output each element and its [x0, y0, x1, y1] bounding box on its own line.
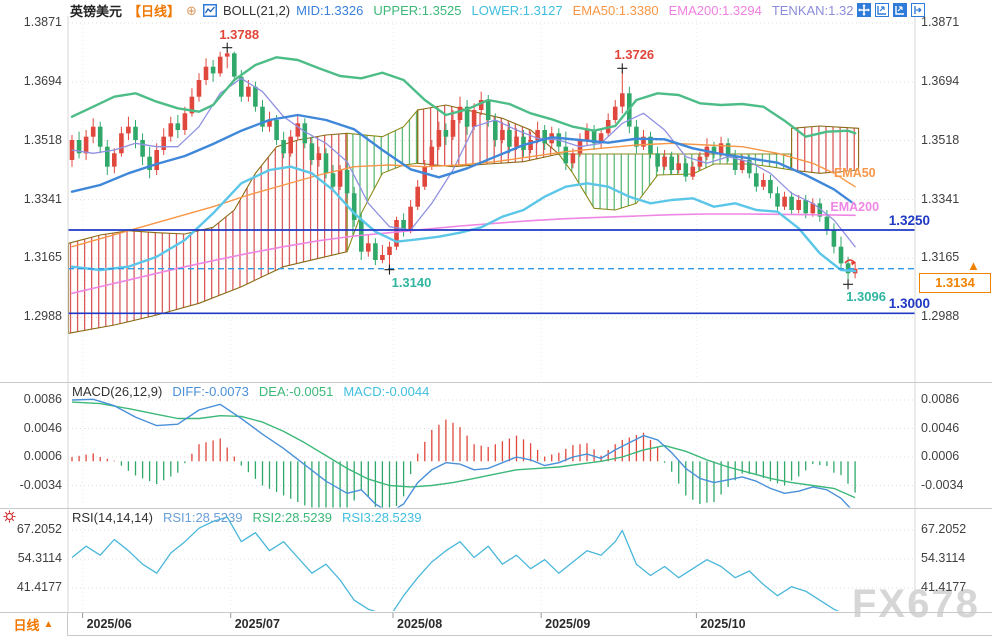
indicator-chart-icon[interactable] [202, 4, 217, 17]
macd-value: DEA:-0.0051 [258, 384, 334, 399]
current-price-box: 1.3134 [919, 273, 991, 293]
period-label: 日线 [13, 618, 40, 633]
add-indicator-icon[interactable]: ⊕ [186, 2, 197, 18]
shift-right-icon[interactable] [911, 3, 925, 17]
rsi-value: RSI1:28.5239 [162, 510, 243, 525]
indicator-value: EMA200:1.3294 [668, 3, 762, 18]
indicator-value: EMA50:1.3380 [572, 3, 659, 18]
indicator-values: MID:1.3326 UPPER:1.3525 LOWER:1.3127 EMA50:… [296, 3, 853, 18]
main-header: 英镑美元 【日线】 ⊕ BOLL(21,2) MID:1.3326 UPPER:1.… [70, 1, 853, 20]
period-triangle-icon: ▲ [43, 619, 54, 630]
rsi-value: RSI2:28.5239 [252, 510, 332, 525]
chart-toolbar [857, 3, 925, 17]
rsi-study-name: RSI(14,14,14) [72, 510, 153, 525]
fit-horizontal-icon[interactable] [875, 3, 889, 17]
macd-study-name: MACD(26,12,9) [72, 384, 163, 399]
period-selector[interactable]: 日线 ▲ [0, 613, 68, 636]
move-icon[interactable] [857, 3, 871, 17]
rsi-settings-icon[interactable] [3, 510, 16, 528]
rsi-value: RSI3:28.5239 [341, 510, 422, 525]
period-tag: 【日线】 [128, 4, 181, 19]
symbol-name: 英镑美元 [70, 4, 123, 19]
macd-value: DIFF:-0.0073 [172, 384, 249, 399]
indicator-value: MID:1.3326 [296, 3, 364, 18]
rsi-header: RSI(14,14,14) RSI1:28.5239 RSI2:28.5239 RS… [72, 510, 421, 525]
macd-header: MACD(26,12,9) DIFF:-0.0073 DEA:-0.0051 MAC… [72, 384, 429, 399]
macd-value: MACD:-0.0044 [343, 384, 430, 399]
rsi-values: RSI1:28.5239 RSI2:28.5239 RSI3:28.5239 [163, 510, 422, 525]
study-name: BOLL(21,2) [222, 3, 291, 18]
fit-vertical-icon[interactable] [893, 3, 907, 17]
macd-values: DIFF:-0.0073 DEA:-0.0051 MACD:-0.0044 [172, 384, 429, 399]
indicator-value: LOWER:1.3127 [471, 3, 563, 18]
price-up-arrow-icon: ▲ [967, 258, 980, 273]
indicator-value: UPPER:1.3525 [373, 3, 462, 18]
indicator-value: TENKAN:1.32 [771, 3, 854, 18]
